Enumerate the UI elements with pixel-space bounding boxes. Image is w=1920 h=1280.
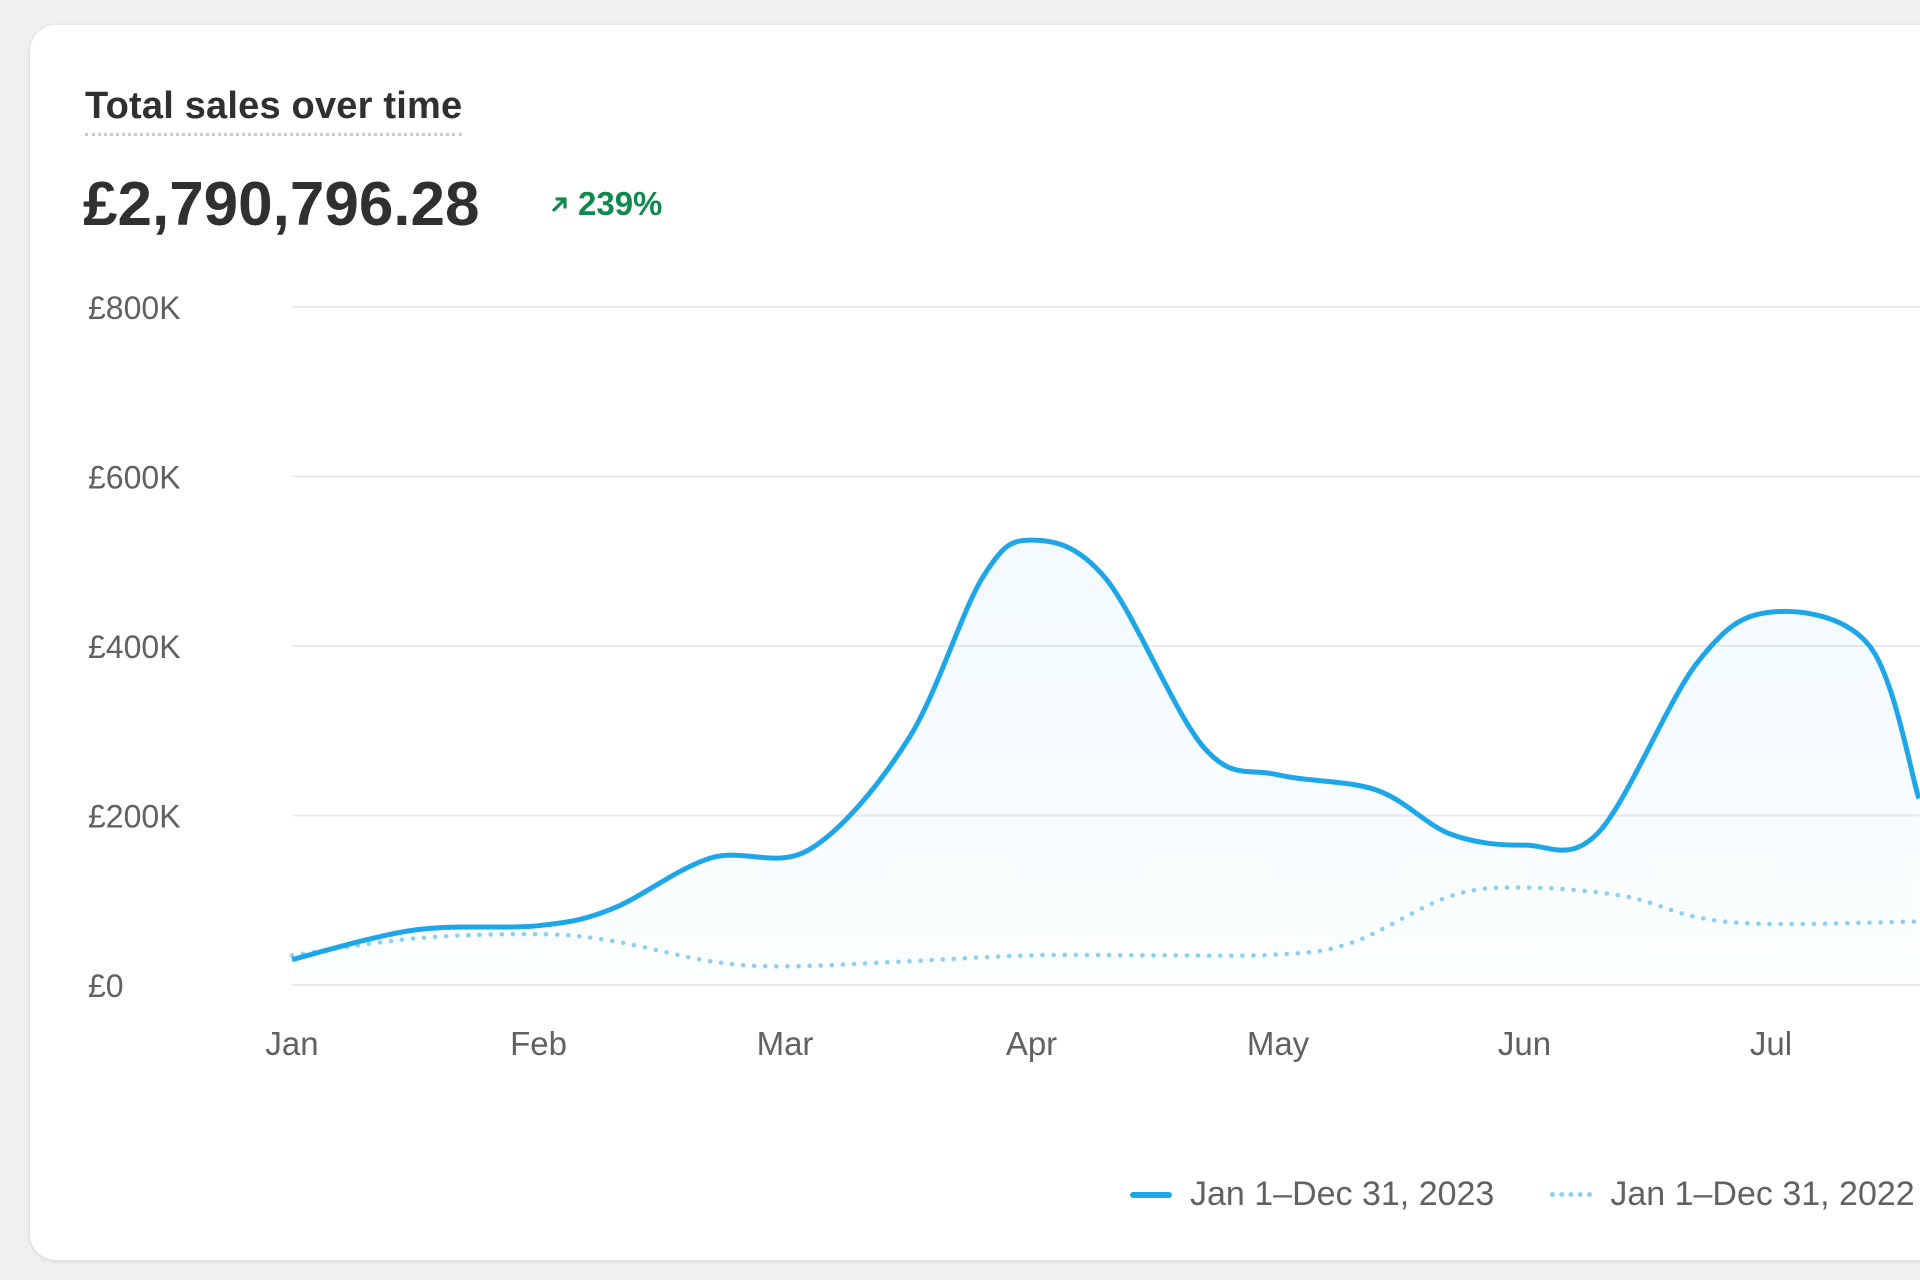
sales-line-chart: £0 £200K £400K £600K £800K Jan Feb Mar Apr May Ju…: [88, 290, 1920, 1062]
x-tick-label: Apr: [1006, 1025, 1057, 1062]
chart-legend: Jan 1–Dec 31, 2023 Jan 1–Dec 31, 2022: [1130, 1175, 1915, 1214]
x-tick-label: Jul: [1750, 1025, 1792, 1062]
x-tick-label: Jun: [1498, 1025, 1551, 1062]
card-title[interactable]: Total sales over time: [85, 83, 463, 136]
legend-item-current[interactable]: Jan 1–Dec 31, 2023: [1130, 1175, 1494, 1214]
series-group: [289, 537, 1920, 985]
total-sales-value: £2,790,796.28: [83, 170, 480, 239]
legend-label-previous: Jan 1–Dec 31, 2022: [1610, 1175, 1915, 1213]
y-tick-label: £400K: [88, 629, 181, 665]
change-percent: 239%: [578, 185, 663, 222]
x-tick-label: Feb: [510, 1025, 567, 1062]
arrow-up-right-icon: [552, 197, 567, 212]
legend-swatch-dotted: [1550, 1192, 1593, 1197]
y-tick-label: £600K: [88, 460, 181, 496]
legend-label-current: Jan 1–Dec 31, 2023: [1190, 1175, 1495, 1213]
y-tick-label: £800K: [88, 290, 181, 326]
y-tick-label: £0: [88, 968, 124, 1004]
series-area-current: [292, 540, 1919, 985]
x-tick-label: Jan: [265, 1025, 318, 1062]
change-badge: 239%: [550, 185, 662, 223]
x-tick-label: Mar: [757, 1025, 814, 1062]
x-axis: Jan Feb Mar Apr May Jun Jul: [265, 1025, 1792, 1062]
series-line-current: [291, 537, 1920, 963]
y-tick-label: £200K: [88, 799, 181, 835]
legend-swatch-solid: [1130, 1191, 1172, 1198]
sales-card: Total sales over time £2,790,796.28 239%…: [30, 25, 1920, 1260]
y-axis: £0 £200K £400K £600K £800K: [88, 290, 181, 1004]
x-tick-label: May: [1247, 1025, 1310, 1062]
legend-item-previous[interactable]: Jan 1–Dec 31, 2022: [1550, 1175, 1915, 1214]
